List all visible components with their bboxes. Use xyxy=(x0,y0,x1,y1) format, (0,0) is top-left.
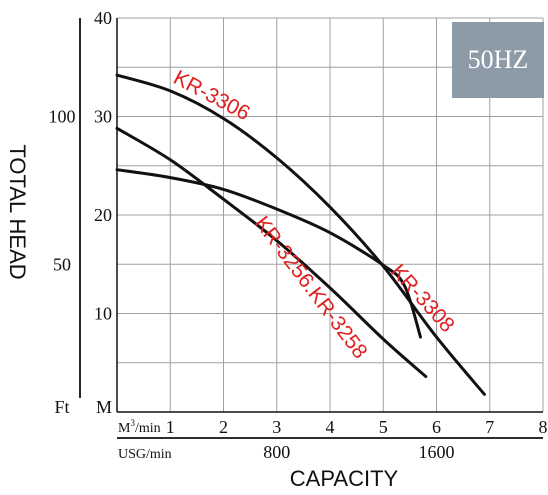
ft-unit-label: Ft xyxy=(54,397,69,417)
y-tick-label-m: 20 xyxy=(94,205,112,225)
frequency-badge-bg xyxy=(452,22,544,98)
x-tick-label: 5 xyxy=(379,417,388,437)
x-secondary-unit-label: USG/min xyxy=(118,447,172,462)
frequency-badge: 50HZ xyxy=(452,22,544,98)
x-tick-label: 1 xyxy=(166,417,175,437)
x-tick-label: 3 xyxy=(272,417,281,437)
x-secondary-tick-label: 1600 xyxy=(419,442,455,462)
curve-kr-3256-kr-3258 xyxy=(115,126,428,378)
curve-kr-3308 xyxy=(115,168,422,339)
y-tick-label-ft: 100 xyxy=(49,107,76,127)
axes xyxy=(79,18,543,439)
x-tick-label: 8 xyxy=(539,417,548,437)
frequency-badge-text: 50HZ xyxy=(468,45,529,74)
y-tick-label-m: 10 xyxy=(94,304,112,324)
x-tick-label: 2 xyxy=(219,417,228,437)
tick-labels: 10 20 30 40 50 100 1 2 3 4 5 6 7 8 M3/min USG/min 800 160… xyxy=(49,8,548,462)
x-tick-label: 7 xyxy=(485,417,494,437)
y-axis-label: TOTAL HEAD xyxy=(5,144,30,279)
x-tick-label: 6 xyxy=(432,417,441,437)
series-label-kr-3308: KR-3308 xyxy=(386,260,459,337)
grid xyxy=(117,17,544,412)
x-unit-label: M3/min xyxy=(118,418,161,436)
y-tick-label-m: 30 xyxy=(94,107,112,127)
x-secondary-tick-label: 800 xyxy=(263,442,290,462)
series-label-kr-3256-kr-3258: KR-3256.KR-3258 xyxy=(250,212,372,363)
y-tick-label-ft: 50 xyxy=(53,254,71,274)
m-unit-label: M xyxy=(96,397,112,417)
x-axis-label: CAPACITY xyxy=(290,466,399,491)
x-tick-label: 4 xyxy=(326,417,335,437)
y-tick-label-m: 40 xyxy=(94,8,112,28)
curve-kr-3306 xyxy=(115,73,486,396)
performance-curves xyxy=(115,73,486,396)
